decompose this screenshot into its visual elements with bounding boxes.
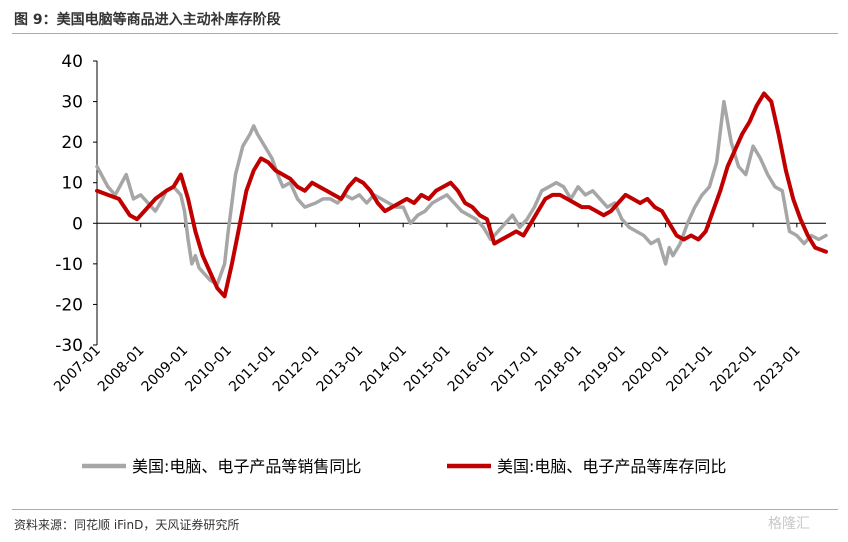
x-axis: 2007-012008-012009-012010-012011-012012-…: [51, 222, 826, 396]
bottom-rule: [12, 509, 838, 510]
y-tick-label: 40: [61, 52, 83, 72]
x-tick-label: 2008-01: [95, 343, 148, 396]
legend: 美国:电脑、电子产品等销售同比 美国:电脑、电子产品等库存同比: [82, 457, 726, 476]
x-tick-label: 2019-01: [576, 343, 629, 396]
x-tick-label: 2009-01: [139, 343, 192, 396]
y-tick-label: 30: [61, 93, 83, 113]
source-note: 资料来源：同花顺 iFinD，天风证券研究所: [14, 518, 240, 532]
y-axis: 40 30 20 10 0 -10 -20 -30: [55, 52, 98, 356]
y-tick-label: -30: [55, 336, 83, 356]
y-tick-label: -20: [55, 295, 83, 315]
inventory-yoy-line: [95, 91, 828, 299]
figure-title: 图 9：美国电脑等商品进入主动补库存阶段: [14, 12, 281, 28]
legend-item-sales-label: 美国:电脑、电子产品等销售同比: [132, 457, 361, 476]
y-tick-label: 10: [61, 174, 83, 194]
top-rule: [12, 33, 838, 34]
line-chart: 40 30 20 10 0 -10 -20 -30 2007-012008-012009-01…: [51, 52, 828, 476]
x-tick-label: 2022-01: [707, 343, 760, 396]
x-tick-label: 2023-01: [751, 343, 804, 396]
x-tick-label: 2010-01: [182, 343, 235, 396]
x-tick-label: 2021-01: [664, 343, 717, 396]
y-tick-label: 0: [72, 214, 83, 234]
x-tick-label: 2013-01: [314, 343, 367, 396]
watermark-logo: 格隆汇: [768, 516, 810, 532]
x-tick-label: 2012-01: [270, 343, 323, 396]
x-tick-label: 2014-01: [357, 343, 410, 396]
x-tick-label: 2018-01: [532, 343, 585, 396]
legend-item-inventory-label: 美国:电脑、电子产品等库存同比: [497, 457, 726, 476]
x-tick-label: 2011-01: [226, 343, 279, 396]
x-tick-label: 2017-01: [489, 343, 542, 396]
y-tick-label: -10: [55, 255, 83, 275]
x-tick-label: 2020-01: [620, 343, 673, 396]
sales-yoy-line: [95, 99, 828, 286]
y-tick-label: 20: [61, 133, 83, 153]
x-tick-label: 2015-01: [401, 343, 454, 396]
x-tick-label: 2016-01: [445, 343, 498, 396]
series-layer: [95, 91, 828, 299]
